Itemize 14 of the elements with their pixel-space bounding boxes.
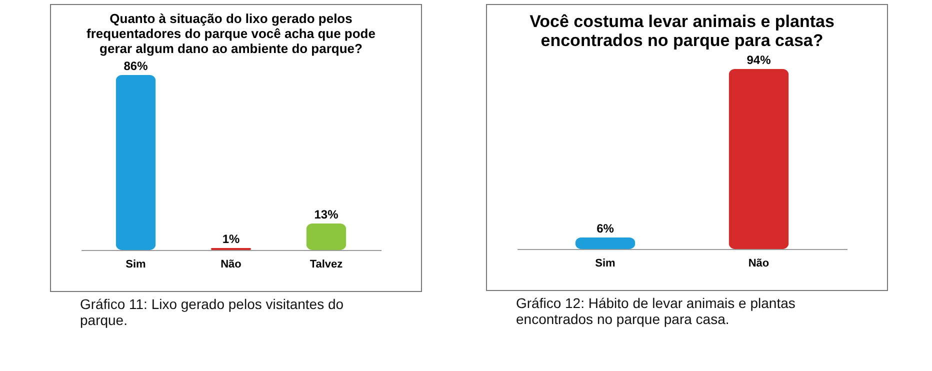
text: Gráfico 11: Lixo gerado pelos visitantes do parque. <box>80 296 345 328</box>
x-tick-label: Talvez <box>310 258 344 270</box>
data-label: 86% <box>124 59 148 73</box>
data-label: 94% <box>746 53 772 67</box>
x-tick-label: Não <box>748 258 770 270</box>
data-label: 6% <box>596 222 614 236</box>
data-label: 13% <box>314 208 339 222</box>
x-tick-label: Sim <box>595 258 616 270</box>
chart-title: Quanto à situação do lixo gerado pelos frequentadores do parque você acha que pode gerar algum dano ao ambiente do parque? <box>86 11 376 56</box>
x-tick-label: Sim <box>126 258 146 270</box>
data-label: 1% <box>222 232 240 246</box>
chart-title: Você costuma levar animais e plantas encontrados no parque para casa? <box>530 12 834 50</box>
x-tick-label: Não <box>220 258 242 270</box>
text: Gráfico 12: Hábito de levar animais e plantas encontrados no parque para casa. <box>516 295 796 327</box>
